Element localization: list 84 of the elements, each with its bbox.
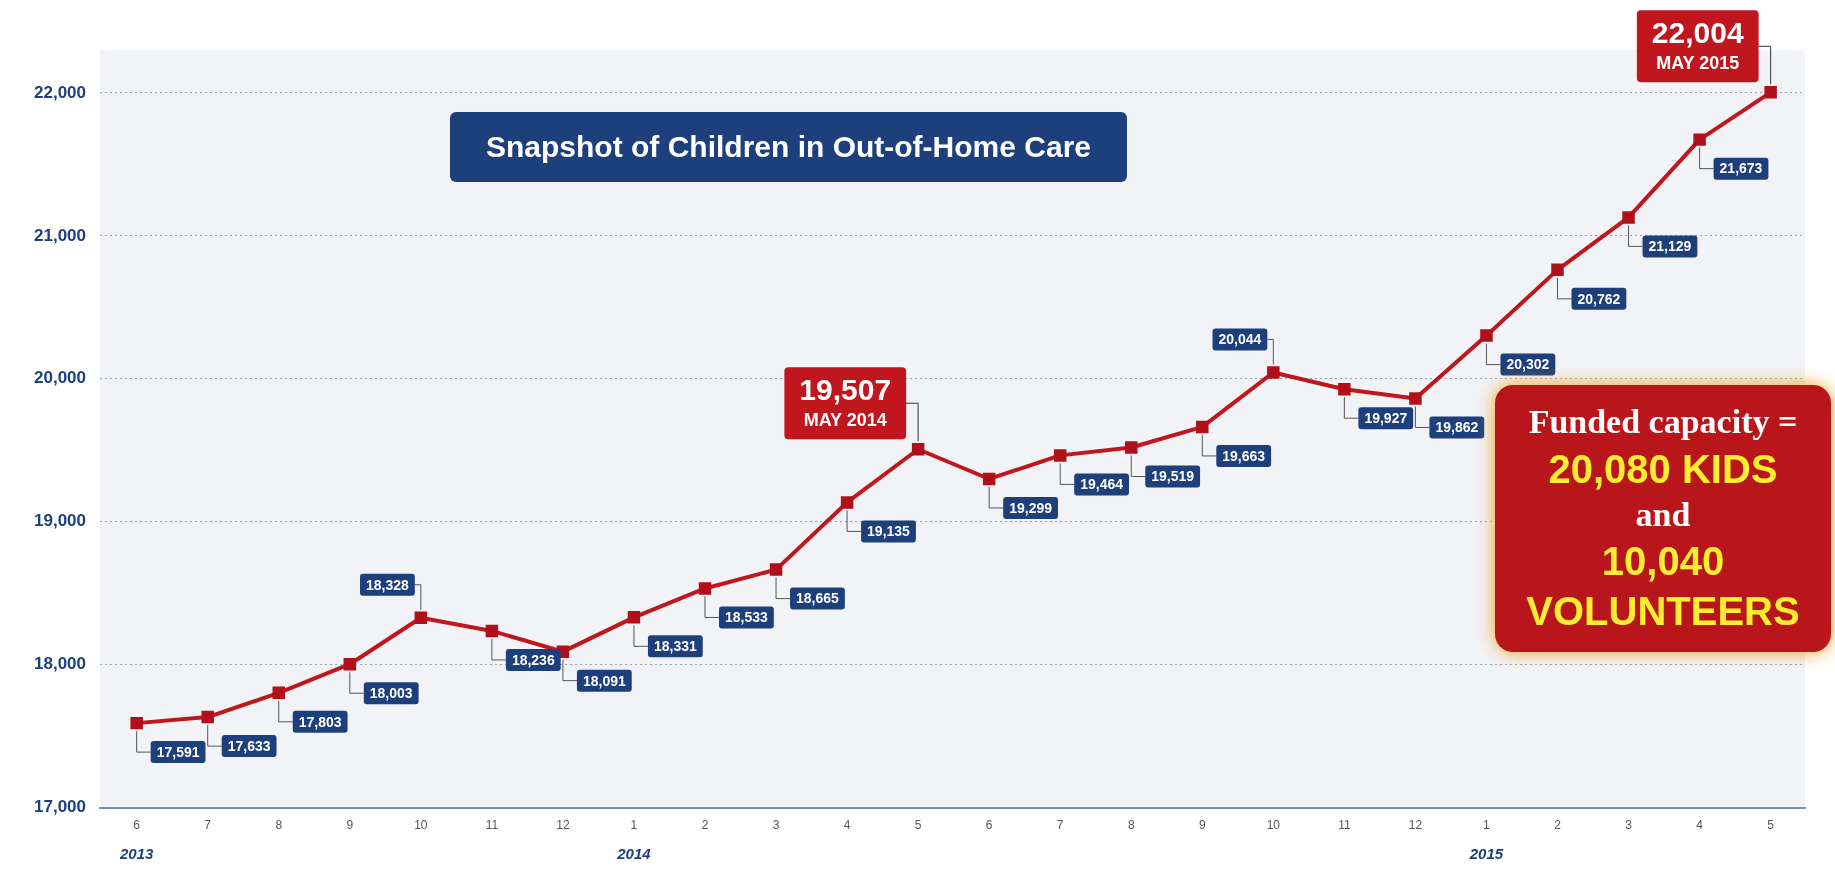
y-tick-label: 17,000: [34, 797, 86, 817]
x-tick-label: 2: [701, 818, 709, 833]
y-tick-label: 22,000: [34, 82, 86, 102]
data-label: 22,004: [1651, 15, 1744, 49]
x-tick-label: 8: [275, 818, 283, 833]
data-label: 18,331: [653, 638, 697, 655]
data-label: 17,591: [156, 743, 200, 760]
y-tick-label: 18,000: [34, 654, 86, 674]
point: [982, 472, 996, 486]
point: [343, 657, 357, 671]
x-tick-label: 12: [1408, 818, 1423, 833]
point: [272, 686, 285, 700]
data-label: 19,299: [1009, 499, 1053, 516]
data-label: 19,862: [1435, 419, 1479, 436]
x-tick-label: 2: [1554, 818, 1562, 833]
annotation: MAY 2014: [803, 410, 887, 431]
data-label: 19,663: [1222, 447, 1266, 464]
point: [1551, 263, 1564, 277]
x-tick-label: 3: [772, 818, 780, 833]
x-tick-label: 1: [1483, 818, 1491, 833]
x-tick-label: 12: [556, 818, 570, 833]
text: Snapshot of Children in Out-of-Home Care: [450, 112, 1127, 182]
x-tick-label: 8: [1127, 818, 1135, 833]
x-tick-label: 5: [1767, 818, 1775, 833]
data-label: 19,927: [1364, 410, 1408, 427]
x-tick-label: 4: [1696, 818, 1704, 833]
point: [627, 611, 641, 624]
x-tick-label: 1: [630, 818, 638, 833]
data-label: 19,135: [867, 523, 911, 540]
data-label: 21,129: [1648, 238, 1692, 255]
x-tick-label: 4: [843, 818, 851, 833]
data-label: 19,507: [799, 372, 892, 406]
point: [840, 496, 854, 509]
x-tick-label: 7: [1056, 818, 1064, 833]
x-tick-label: 9: [346, 818, 354, 833]
point: [130, 716, 143, 730]
data-label: 18,003: [369, 685, 413, 702]
point: [1409, 392, 1422, 405]
point: [1764, 86, 1777, 99]
x-tick-label: 5: [914, 818, 922, 833]
text: 2014: [616, 845, 652, 863]
annotation: MAY 2015: [1656, 53, 1740, 74]
data-label: 20,302: [1506, 356, 1550, 373]
data-label: 18,665: [796, 590, 840, 607]
data-label: 21,673: [1719, 160, 1763, 177]
x-tick-label: 10: [1266, 818, 1281, 833]
y-tick-label: 21,000: [34, 225, 86, 245]
point: [485, 624, 499, 638]
point: [1338, 382, 1351, 396]
data-label: 18,236: [511, 651, 555, 668]
x-tick-label: 6: [133, 818, 141, 833]
point: [698, 582, 712, 595]
y-tick-label: 19,000: [34, 511, 86, 531]
y-tick-label: 20,000: [34, 368, 86, 388]
point: [1196, 420, 1209, 434]
data-label: 17,803: [298, 713, 342, 730]
data-label: 20,044: [1218, 331, 1262, 348]
annotation: Funded capacity = 20,080 KIDS and 10,040 VOLUNTEERS: [1525, 402, 1801, 635]
data-label: 19,464: [1080, 476, 1124, 493]
point: [1693, 133, 1706, 146]
point: [1125, 441, 1138, 454]
text: 2013: [118, 845, 154, 863]
data-label: 20,762: [1577, 290, 1621, 307]
x-tick-label: 7: [204, 818, 212, 833]
point: [1053, 449, 1067, 462]
x-tick-label: 11: [485, 818, 499, 833]
point: [414, 611, 428, 625]
point: [1622, 211, 1635, 224]
x-tick-label: 9: [1198, 818, 1206, 833]
data-label: 18,533: [724, 609, 769, 626]
point: [769, 563, 783, 576]
point: [1480, 329, 1493, 342]
point: [1267, 366, 1280, 379]
text: 2015: [1468, 845, 1504, 863]
x-tick-label: 3: [1625, 818, 1633, 833]
data-label: 19,519: [1151, 468, 1195, 485]
x-tick-label: 11: [1338, 818, 1351, 833]
x-tick-label: 6: [985, 818, 993, 833]
data-label: 17,633: [227, 737, 271, 754]
data-label: 18,328: [366, 576, 410, 593]
data-label: 18,091: [582, 672, 626, 689]
x-tick-label: 10: [414, 818, 428, 833]
point: [911, 443, 925, 456]
point: [201, 710, 214, 724]
